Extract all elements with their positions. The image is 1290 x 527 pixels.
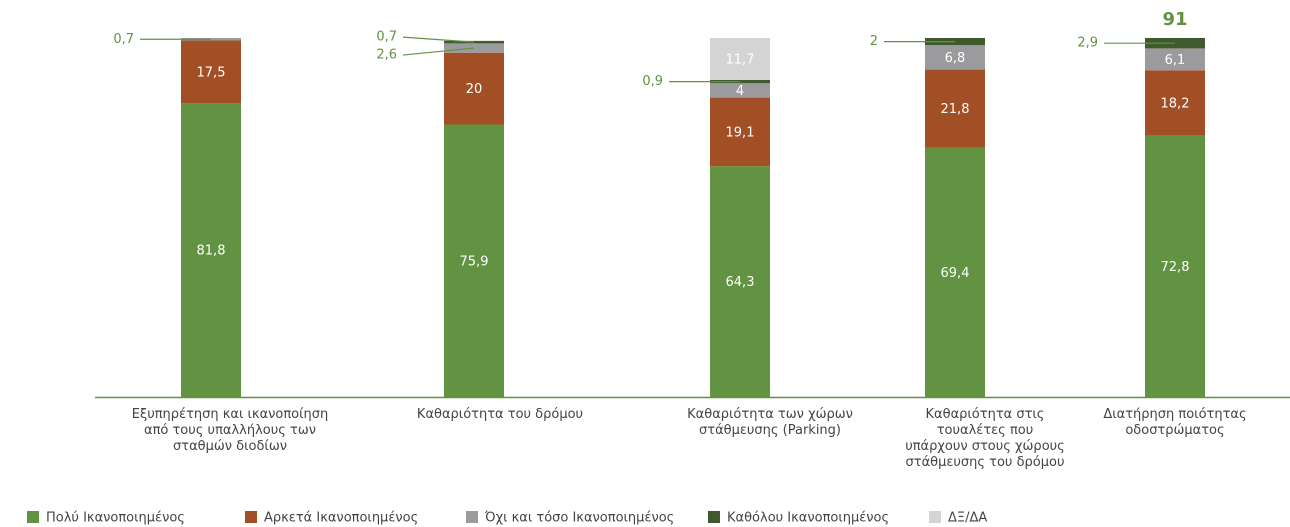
legend-label: Αρκετά Ικανοποιημένος [264, 511, 418, 526]
value-label: 72,8 [1161, 260, 1190, 275]
bar-segment [181, 40, 241, 104]
value-label: 11,7 [726, 53, 755, 68]
value-label: 4 [736, 84, 744, 99]
callout-label: 2,6 [376, 48, 397, 63]
legend-swatch [466, 511, 478, 523]
legend-label: Όχι και τόσο Ικανοποιημένος [484, 511, 674, 526]
bar-segment [1145, 48, 1205, 71]
legend-label: ΔΞ/ΔΑ [948, 511, 987, 526]
legend-swatch [27, 511, 39, 523]
value-label: 64,3 [726, 275, 755, 290]
bar-segment [925, 147, 985, 397]
value-label: 20 [466, 82, 483, 97]
legend-swatch [245, 511, 257, 523]
callout-line [402, 36, 475, 43]
x-tick-label: Καθαριότητα του δρόμου [417, 407, 583, 422]
legend-swatch [929, 511, 941, 523]
value-label: 6,8 [945, 51, 966, 66]
legend-label: Καθόλου Ικανοποιημένος [727, 511, 889, 526]
annotation: 91 [1162, 9, 1187, 30]
legend-swatch [708, 511, 720, 523]
callout-label: 0,7 [113, 32, 134, 47]
callout-label: 2,9 [1077, 36, 1098, 51]
callout-label: 0,9 [642, 74, 663, 89]
bar-segment [710, 97, 770, 167]
x-tick-label: Διατήρηση ποιότητας οδοστρώματος [1103, 407, 1246, 438]
bar-segment [925, 69, 985, 148]
bar-segment [925, 45, 985, 70]
x-tick-label: Καθαριότητα των χώρων στάθμευσης (Parking… [687, 407, 853, 438]
bar-segment [444, 124, 504, 398]
bar-segment [710, 38, 770, 81]
value-label: 81,8 [197, 244, 226, 259]
legend-label: Πολύ Ικανοποιημένος [46, 511, 185, 526]
value-label: 17,5 [197, 65, 226, 80]
callout-label: 2 [870, 34, 878, 49]
bar-segment [444, 52, 504, 125]
value-label: 75,9 [460, 254, 489, 269]
bar-segment [181, 103, 241, 397]
bar-segment [710, 83, 770, 98]
value-label: 18,2 [1161, 96, 1190, 111]
bar-segment [1145, 135, 1205, 397]
bar-segment [710, 166, 770, 397]
bar-segment [1145, 70, 1205, 136]
x-tick-label: Εξυπηρέτηση και ικανοποίηση από τους υπαλ… [132, 407, 329, 454]
value-label: 21,8 [941, 102, 970, 117]
value-label: 69,4 [941, 266, 970, 281]
value-label: 19,1 [726, 125, 755, 140]
value-label: 6,1 [1165, 53, 1186, 68]
x-tick-label: Καθαριότητα στις τουαλέτες που υπάρχουν στ… [905, 407, 1065, 470]
callout-line [402, 47, 475, 56]
callout-label: 0,7 [376, 30, 397, 45]
